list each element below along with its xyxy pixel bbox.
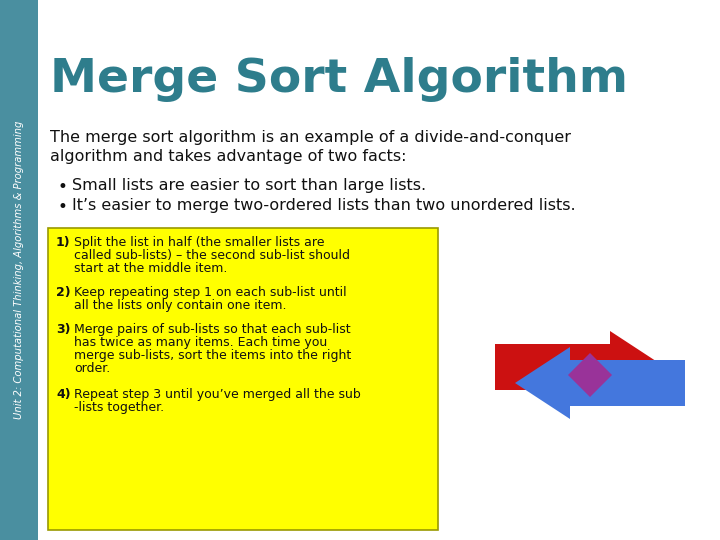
- Text: algorithm and takes advantage of two facts:: algorithm and takes advantage of two fac…: [50, 149, 407, 164]
- Text: -lists together.: -lists together.: [74, 401, 164, 414]
- Text: 2): 2): [56, 286, 71, 299]
- Text: It’s easier to merge two-ordered lists than two unordered lists.: It’s easier to merge two-ordered lists t…: [72, 198, 575, 213]
- Text: Keep repeating step 1 on each sub-list until: Keep repeating step 1 on each sub-list u…: [74, 286, 346, 299]
- Text: •: •: [58, 178, 68, 196]
- Text: has twice as many items. Each time you: has twice as many items. Each time you: [74, 336, 328, 349]
- Text: The merge sort algorithm is an example of a divide-and-conquer: The merge sort algorithm is an example o…: [50, 130, 571, 145]
- Text: all the lists only contain one item.: all the lists only contain one item.: [74, 299, 287, 312]
- Text: Unit 2: Computational Thinking, Algorithms & Programming: Unit 2: Computational Thinking, Algorith…: [14, 121, 24, 419]
- Polygon shape: [515, 347, 685, 419]
- Text: order.: order.: [74, 362, 110, 375]
- Text: merge sub-lists, sort the items into the right: merge sub-lists, sort the items into the…: [74, 349, 351, 362]
- Text: Merge Sort Algorithm: Merge Sort Algorithm: [50, 57, 628, 103]
- Text: called sub-lists) – the second sub-list should: called sub-lists) – the second sub-list …: [74, 249, 350, 262]
- FancyBboxPatch shape: [48, 228, 438, 530]
- Text: 4): 4): [56, 388, 71, 401]
- Text: 3): 3): [56, 323, 71, 336]
- Text: •: •: [58, 198, 68, 216]
- Text: Repeat step 3 until you’ve merged all the sub: Repeat step 3 until you’ve merged all th…: [74, 388, 361, 401]
- Text: Merge pairs of sub-lists so that each sub-list: Merge pairs of sub-lists so that each su…: [74, 323, 351, 336]
- Text: Split the list in half (the smaller lists are: Split the list in half (the smaller list…: [74, 236, 325, 249]
- Text: 1): 1): [56, 236, 71, 249]
- Text: Small lists are easier to sort than large lists.: Small lists are easier to sort than larg…: [72, 178, 426, 193]
- FancyBboxPatch shape: [0, 0, 38, 540]
- Polygon shape: [495, 331, 665, 403]
- Polygon shape: [568, 353, 612, 397]
- Text: start at the middle item.: start at the middle item.: [74, 262, 228, 275]
